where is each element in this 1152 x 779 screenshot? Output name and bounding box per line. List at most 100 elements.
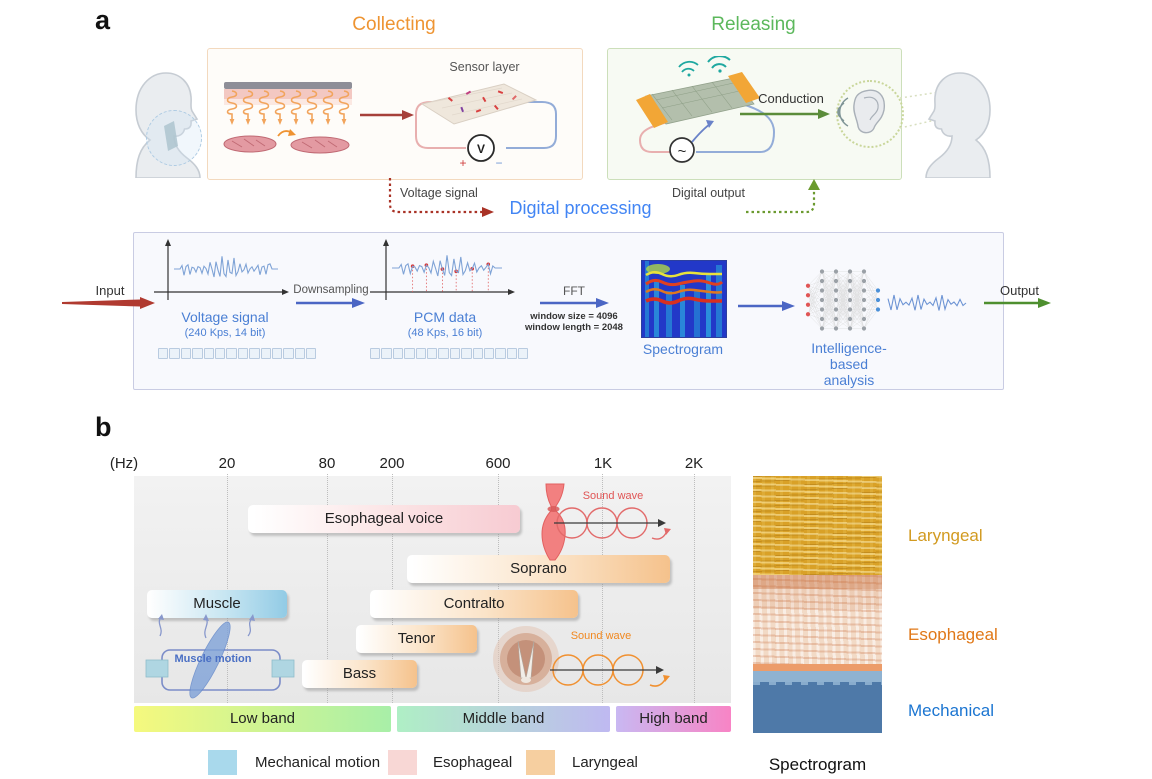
axis-unit-label: (Hz): [109, 455, 139, 472]
collecting-title: Collecting: [352, 14, 436, 35]
voltage-signal-plot: [154, 239, 289, 300]
input-arrow-icon: [62, 297, 155, 309]
fft-param-1: window size = 4096: [530, 311, 618, 322]
spectrogram-mechanical-section: [753, 671, 882, 733]
pcm-stage-title: PCM data: [413, 309, 477, 325]
collect-arrow-icon: [360, 110, 414, 120]
gridline-2k: [694, 474, 695, 703]
ear-icon: [853, 89, 885, 134]
legend-swatch-mechanical: [208, 750, 237, 775]
to-analysis-arrow-icon: [738, 301, 795, 311]
tick-2k: 2K: [684, 455, 704, 472]
sound-wave-label-esophageal: Sound wave: [582, 490, 644, 502]
spectrogram-esophageal-section: [753, 575, 882, 664]
legend-label-esophageal: Esophageal: [433, 754, 513, 771]
downsampling-arrow-icon: [296, 298, 365, 308]
sensor-fabric-icon: [420, 83, 538, 125]
gridline-1k: [602, 474, 603, 703]
throat-highlight-circle: [146, 110, 202, 166]
gridline-600: [498, 474, 499, 703]
releasing-title: Releasing: [711, 14, 796, 35]
esophageal-voice-bar: Esophageal voice: [248, 505, 520, 533]
fft-param-2: window length = 2048: [525, 322, 623, 333]
tick-80: 80: [318, 455, 336, 472]
spectrogram-caption: Spectrogram: [768, 755, 867, 774]
gridline-80: [327, 474, 328, 703]
panel-a-label: a: [95, 5, 111, 35]
spectrogram-laryngeal-section: [753, 476, 882, 575]
spectrogram-thumbnail: [641, 260, 727, 338]
middle-band: Middle band: [397, 706, 610, 732]
textile-speaker-icon: [636, 72, 760, 128]
wifi-icon: [678, 60, 699, 77]
spectrogram-divider: [753, 664, 882, 671]
laryngeal-section-label: Laryngeal: [908, 526, 983, 545]
tick-20: 20: [218, 455, 236, 472]
listener-silhouette-icon: [925, 72, 991, 178]
analysis-label-line2: analysis: [823, 372, 875, 388]
legend-label-mechanical: Mechanical motion: [255, 754, 381, 771]
sensor-layer-label: Sensor layer: [449, 60, 520, 74]
esophageal-section-label: Esophageal: [908, 625, 998, 644]
sound-wave-label-laryngeal: Sound wave: [570, 630, 632, 642]
bass-bar: Bass: [302, 660, 417, 688]
pcm-data-plot: [370, 239, 515, 300]
tenor-bar: Tenor: [356, 625, 477, 653]
sound-arcs-icon: [837, 97, 849, 127]
conduction-label: Conduction: [758, 91, 824, 106]
sensor-circuit-icon: V + −: [415, 83, 557, 170]
minus-terminal: −: [495, 156, 502, 170]
neural-network-icon: [805, 269, 881, 331]
low-band: Low band: [134, 706, 391, 732]
digital-output-flow-label: Digital output: [672, 186, 745, 200]
pcm-stage-subtitle: (48 Kps, 16 bit): [407, 327, 483, 339]
analysis-label-line1: Intelligence-based: [811, 340, 887, 372]
skin-vibration-icon: [223, 82, 352, 154]
input-label: Input: [95, 283, 125, 298]
spectrogram-strip: [753, 476, 882, 733]
voltage-signal-flow-label: Voltage signal: [400, 186, 478, 200]
legend-swatch-laryngeal: [526, 750, 555, 775]
digital-processing-label: Digital processing: [509, 198, 652, 218]
svg-text:V: V: [477, 142, 485, 156]
muscle-tissue-icon: [223, 129, 350, 154]
muscle-motion-label: Muscle motion: [174, 653, 252, 665]
voltage-signal-dotted-arrow: [388, 178, 482, 214]
output-arrow-icon: [984, 298, 1051, 308]
fft-label: FFT: [563, 284, 585, 298]
contralto-bar: Contralto: [370, 590, 578, 618]
svg-text:~: ~: [678, 143, 687, 160]
fft-arrow-icon: [540, 298, 609, 308]
tick-200: 200: [379, 455, 405, 472]
output-wave-icon: [887, 294, 967, 312]
legend-label-laryngeal: Laryngeal: [572, 754, 638, 771]
soprano-bar: Soprano: [407, 555, 670, 583]
buffer-squares-row: [158, 348, 317, 359]
gridline-20: [227, 474, 228, 703]
flow-connectors: [388, 178, 820, 217]
sound-wave-spiral-orange-icon: [550, 654, 670, 687]
high-band: High band: [616, 706, 731, 732]
esophagus-icon: [541, 483, 566, 561]
ac-source-icon: ~: [669, 137, 695, 163]
downsampling-label: Downsampling: [293, 284, 369, 296]
plus-terminal: +: [459, 156, 466, 170]
muscle-motion-diagram: [145, 614, 295, 699]
tick-600: 600: [485, 455, 511, 472]
voltage-stage-title: Voltage signal: [181, 309, 269, 325]
tick-1k: 1K: [593, 455, 613, 472]
voltmeter-icon: V: [467, 134, 495, 162]
panel-b-label: b: [95, 412, 112, 442]
output-label: Output: [1000, 283, 1040, 298]
sound-wave-spiral-red-icon: [554, 507, 671, 540]
buffer-squares-row: [370, 348, 529, 359]
mechanical-section-label: Mechanical: [908, 701, 994, 720]
voltage-stage-subtitle: (240 Kps, 14 bit): [184, 327, 266, 339]
conduction-arrow-icon: [740, 109, 830, 119]
ear-highlight-circle: [836, 80, 904, 148]
wifi-icon: [707, 56, 731, 73]
legend-swatch-esophageal: [388, 750, 417, 775]
larynx-icon: [493, 626, 559, 692]
spectrogram-stage-label: Spectrogram: [642, 341, 724, 357]
